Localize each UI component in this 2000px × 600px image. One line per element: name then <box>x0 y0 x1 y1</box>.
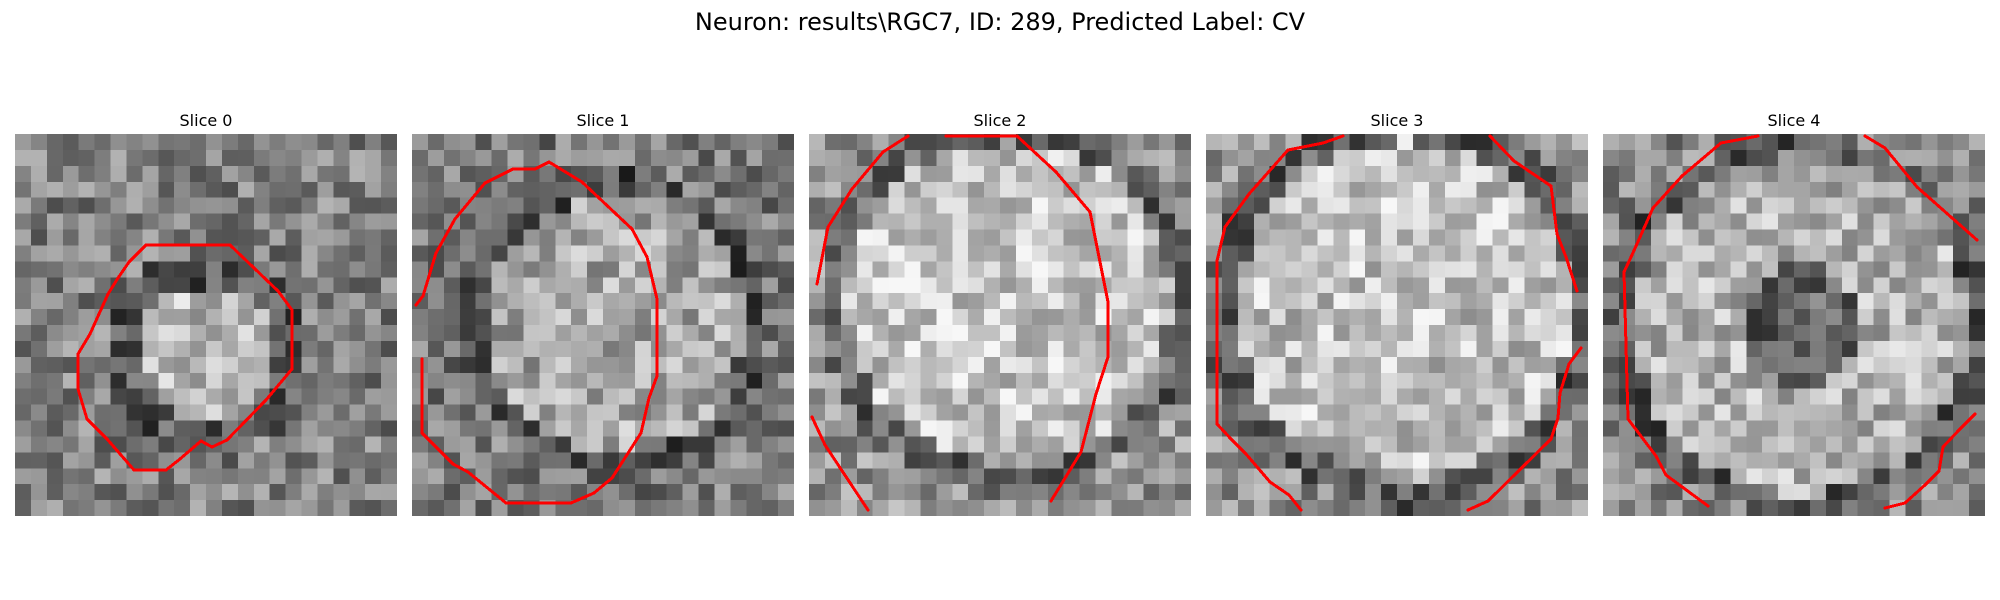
contour-line-2 <box>815 134 910 286</box>
slice-title-0: Slice 0 <box>179 111 233 130</box>
slice-pixels-4 <box>1603 134 1985 516</box>
slice-pixels-1 <box>412 134 794 516</box>
slice-pixels-0 <box>15 134 397 516</box>
contour-line-4c <box>1883 412 1977 510</box>
slice-panel-4: Slice 4 <box>1603 108 1985 516</box>
contour-line-3 <box>1215 134 1345 512</box>
contour-line-3c <box>1466 346 1583 512</box>
slice-image-2 <box>809 134 1191 516</box>
slice-title-3: Slice 3 <box>1370 111 1424 130</box>
slice-title-1: Slice 1 <box>576 111 630 130</box>
slice-title-4: Slice 4 <box>1767 111 1821 130</box>
contour-line-0 <box>76 243 294 472</box>
contour-line-2b <box>944 134 1110 503</box>
slice-image-3 <box>1206 134 1588 516</box>
slice-panel-0: Slice 0 <box>15 108 397 516</box>
slice-pixels-3 <box>1206 134 1588 516</box>
slice-image-0 <box>15 134 397 516</box>
slice-image-1 <box>412 134 794 516</box>
contour-line-3b <box>1488 134 1579 293</box>
contour-line-4 <box>1622 134 1760 508</box>
slice-panel-3: Slice 3 <box>1206 108 1588 516</box>
figure-title: Neuron: results\RGC7, ID: 289, Predicted… <box>694 8 1306 36</box>
slice-panel-1: Slice 1 <box>412 108 794 516</box>
contour-line-2c <box>810 415 870 512</box>
contour-line-1 <box>414 160 659 505</box>
slice-title-2: Slice 2 <box>973 111 1027 130</box>
slice-image-4 <box>1603 134 1985 516</box>
contour-line-4b <box>1863 134 1979 242</box>
slice-pixels-2 <box>809 134 1191 516</box>
slice-panel-2: Slice 2 <box>809 108 1191 516</box>
